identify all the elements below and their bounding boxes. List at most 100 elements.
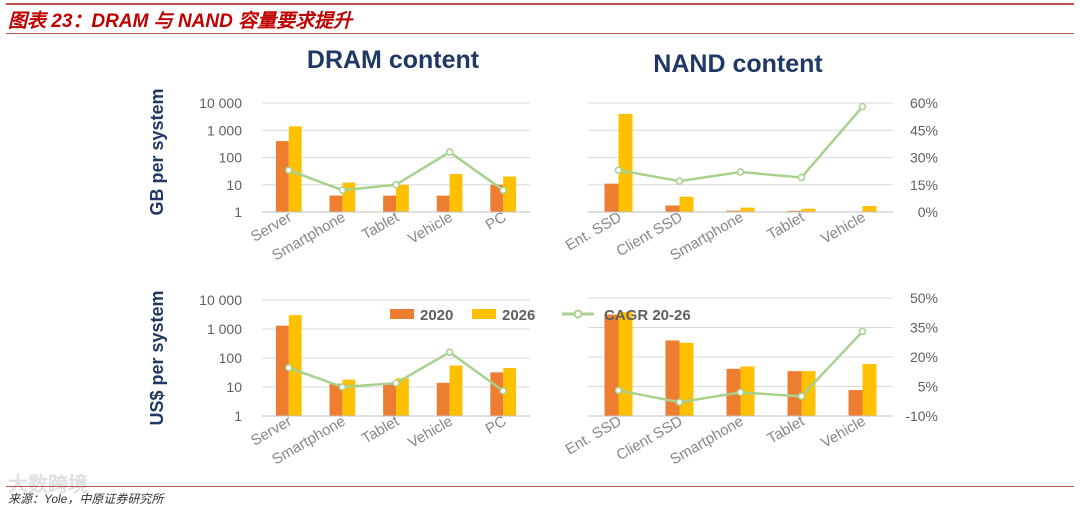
cagr-marker-tablet [392,181,400,189]
x-tick-label: Vehicle [405,209,455,248]
bar-2020-tablet [787,210,802,212]
bar-2026-vehicle [862,206,877,212]
watermark: 大数跨境 [8,474,88,496]
y-tick-label: 1 [234,408,242,424]
legend-swatch-2026 [472,309,496,319]
cagr-marker-tablet [392,379,400,387]
bar-2020-tablet [383,195,396,212]
bar-2026-tablet [396,184,409,212]
bar-2020-smartphone [329,195,343,212]
y-tick-label: 10 000 [199,95,242,111]
x-tick-label: Vehicle [405,413,455,452]
bar-2026-vehicle [449,365,463,416]
bar-2026-server [288,315,302,416]
x-tick-label: Vehicle [818,209,868,248]
footer-rule [6,486,1074,487]
legend-label-2020: 2020 [420,307,453,324]
bar-2020-vehicle [436,195,450,212]
y-tick-label: 100 [219,150,243,166]
cagr-marker-smartphone [338,186,347,194]
x-tick-label: Tablet [359,208,403,243]
bar-2020-server [275,325,289,416]
bar-2020-vehicle [848,390,863,416]
y-tick-label: 1 000 [207,321,242,337]
bar-2026-server [288,126,302,212]
chart-canvas: DRAM content GB per system 1 10 100 1 000 10 0… [147,46,938,468]
cagr-marker-ent-ssd [614,166,623,174]
x-tick-label: Vehicle [818,413,868,452]
chart-title-0: DRAM content [307,46,480,74]
y-axis-label-2: US$ per system [147,290,167,425]
cagr-marker-server [285,363,293,372]
chart-title-1: NAND content [653,50,823,78]
y2-tick-label: 5% [918,379,938,395]
y-tick-label: 10 [226,379,242,395]
bar-2026-pc [503,176,517,212]
bar-2026-client-ssd [679,196,694,212]
cagr-marker-pc [499,186,507,194]
bar-2020-tablet [787,371,802,416]
chart-layer: DRAM content GB per system 1 10 100 1 000 10 0… [147,46,938,468]
bar-2020-smartphone [726,210,741,212]
cagr-marker-server [285,166,293,174]
header-rule-bottom [6,33,1074,34]
source-note: 来源：Yole，中原证券研究所 [8,492,164,506]
bar-2020-client-ssd [665,340,680,416]
y2-tick-label: 15% [910,177,938,193]
legend-label-2026: 2026 [502,307,535,324]
y2-tick-label: -10% [905,408,938,424]
y2-tick-label: 60% [910,95,938,111]
cagr-marker-ent-ssd [614,386,623,395]
x-tick-label: Tablet [359,412,403,447]
x-tick-label: Tablet [764,208,808,243]
bar-2020-server [275,141,289,212]
bar-2020-ent-ssd [604,314,619,416]
bar-2026-tablet [396,378,409,416]
y-tick-label: 10 000 [199,292,242,308]
cagr-marker-vehicle [858,327,867,336]
legend: 2020 2026 CAGR 20-26 [390,307,691,324]
y2-tick-label: 20% [910,349,938,365]
y2-tick-label: 50% [910,290,938,306]
bar-2026-smartphone [740,366,755,416]
bar-2026-tablet [801,371,816,416]
y2-tick-label: 30% [910,150,938,166]
y-tick-label: 100 [219,350,243,366]
bar-2020-client-ssd [665,205,680,212]
bar-2026-pc [503,368,517,416]
bar-2020-pc [490,372,504,416]
bar-2020-smartphone [329,383,343,416]
header-rule-top [6,3,1074,5]
cagr-marker-vehicle [445,348,454,356]
y-tick-label: 1 000 [207,122,242,138]
bar-2026-smartphone [740,207,755,212]
cagr-marker-vehicle [445,148,454,156]
bar-2026-vehicle [449,173,463,212]
y-tick-label: 10 [226,177,242,193]
y2-tick-label: 35% [910,320,938,336]
bar-2026-tablet [801,208,816,212]
cagr-marker-client-ssd [675,398,684,406]
cagr-marker-smartphone [736,168,745,176]
cagr-marker-smartphone [736,388,745,397]
cagr-marker-tablet [797,392,806,401]
bar-2020-vehicle [436,382,450,416]
bar-2026-ent-ssd [618,113,633,212]
y-tick-label: 1 [234,204,242,220]
cagr-marker-pc [499,387,507,395]
legend-label-cagr: CAGR 20-26 [604,307,691,324]
bar-2020-ent-ssd [604,183,619,212]
legend-marker-cagr [573,309,583,319]
bar-2026-client-ssd [679,342,694,416]
cagr-marker-client-ssd [675,177,684,185]
bar-2026-vehicle [862,364,877,416]
cagr-marker-tablet [797,173,806,182]
y2-tick-label: 45% [910,122,938,138]
figure-title: 图表 23：DRAM 与 NAND 容量要求提升 [8,11,353,32]
bar-2026-ent-ssd [618,312,633,416]
cagr-marker-smartphone [338,383,347,391]
x-tick-label: Tablet [764,412,808,447]
legend-swatch-2020 [390,309,414,319]
bar-2020-tablet [383,383,396,416]
cagr-marker-vehicle [858,102,867,111]
